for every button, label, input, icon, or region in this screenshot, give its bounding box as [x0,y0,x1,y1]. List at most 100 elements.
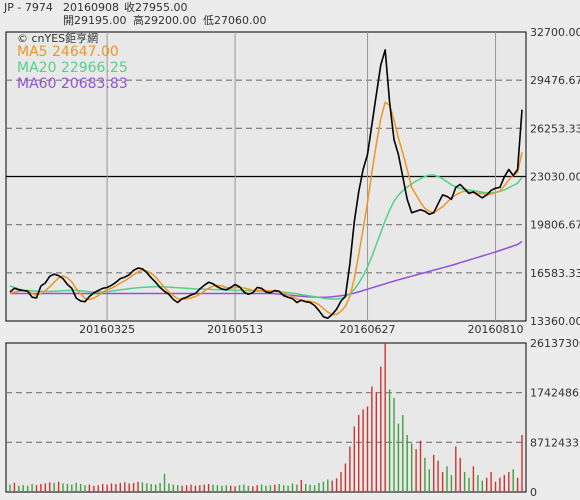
y-tick-label: 29476.67 [530,74,580,87]
volume-bar [411,443,413,492]
volume-bar [159,482,161,492]
volume-bar [128,483,130,492]
volume-bar [247,485,249,492]
volume-bar [349,446,351,492]
volume-bar [318,482,320,492]
volume-bar [269,485,272,492]
volume-bar [102,484,104,492]
volume-bar [419,440,422,492]
series-line-ma60 [10,240,523,298]
volume-bar [97,485,99,492]
volume-bar [146,483,148,492]
volume-bar [380,366,382,492]
volume-bar [124,482,126,492]
volume-bar [503,474,505,492]
x-tick-label: 20160325 [79,323,135,336]
price-axis: 32700.00 29476.67 26253.33 23030.00 19806.67… [530,26,580,328]
volume-bar [300,480,302,492]
volume-bar [177,485,179,492]
volume-bar [322,481,325,492]
volume-bar [44,483,46,492]
volume-bar [397,423,400,492]
volume-tick-label: 8712433 [530,436,579,449]
volume-bar [53,482,55,492]
volume-bar [313,485,316,492]
volume-bar [181,485,183,492]
volume-bar [49,482,51,492]
volume-bar [278,484,280,492]
volume-bar [203,484,205,492]
stock-symbol: JP - 7974 [3,1,53,14]
volume-bar [481,480,483,492]
volume-bar [57,481,60,492]
volume-bar [216,485,219,492]
volume-bar [155,484,157,492]
volume-bar [388,389,391,492]
volume-bar [512,469,514,492]
low-price: 低27060.00 [203,14,267,27]
volume-bar [358,415,360,492]
volume-tick-label: 26137300 [530,337,580,350]
volume-bar [168,483,170,492]
volume-bar [441,472,444,492]
volume-bar [384,343,386,492]
volume-bar [230,485,232,492]
volume-bar [252,486,254,492]
volume-bar [305,484,307,492]
volume-bar [521,435,523,492]
cnyes-watermark: © cnYES鉅亨網 [17,31,98,45]
volume-bars [9,343,523,492]
volume-bar [274,484,276,492]
volume-bar [477,474,479,492]
volume-bar [362,409,364,492]
volume-bar [265,485,267,492]
volume-bar [499,477,501,492]
volume-bar [172,484,174,492]
y-tick-label: 19806.67 [530,219,580,232]
series-line-price [9,49,523,320]
volume-bar [375,392,377,492]
volume-bar [221,485,223,492]
volume-bar [84,485,86,492]
volume-bar [455,446,457,492]
quote-date: 20160908 [63,1,119,14]
volume-bar [428,469,430,492]
volume-bar [335,478,338,492]
volume-bar [463,472,466,492]
volume-bar [225,485,227,492]
volume-bar [212,484,214,492]
y-tick-label: 23030.00 [530,171,580,184]
volume-bar [486,477,488,492]
volume-bar [327,479,329,492]
price-series [9,49,523,320]
volume-bar [459,457,461,492]
close-price: 收27955.00 [124,0,188,14]
volume-bar [450,474,453,492]
volume-bar [415,449,417,492]
volume-bar [190,484,192,492]
volume-bar [93,485,95,492]
volume-bar [106,484,108,492]
y-tick-label: 32700.00 [530,26,580,39]
volume-bar [62,483,64,492]
volume-bar [331,480,333,492]
volume-bar [433,454,435,492]
high-price: 高29200.00 [133,13,197,27]
volume-bar [75,482,77,492]
volume-bar [494,481,497,492]
volume-bar [243,484,245,492]
volume-bar [40,484,42,492]
y-tick-label: 26253.33 [530,122,580,135]
volume-bar [516,477,519,492]
volume-bar [366,406,369,492]
legend-ma60: MA60 20683.83 [17,76,128,92]
volume-bar [234,486,236,492]
volume-bar [9,484,11,492]
volume-bar [291,483,294,492]
volume-bar [260,484,263,492]
y-tick-label: 13360.00 [530,315,580,328]
volume-bar [437,460,439,492]
volume-bar [340,472,342,492]
legend-ma5: MA5 24647.00 [17,44,119,60]
volume-bar [35,485,38,492]
